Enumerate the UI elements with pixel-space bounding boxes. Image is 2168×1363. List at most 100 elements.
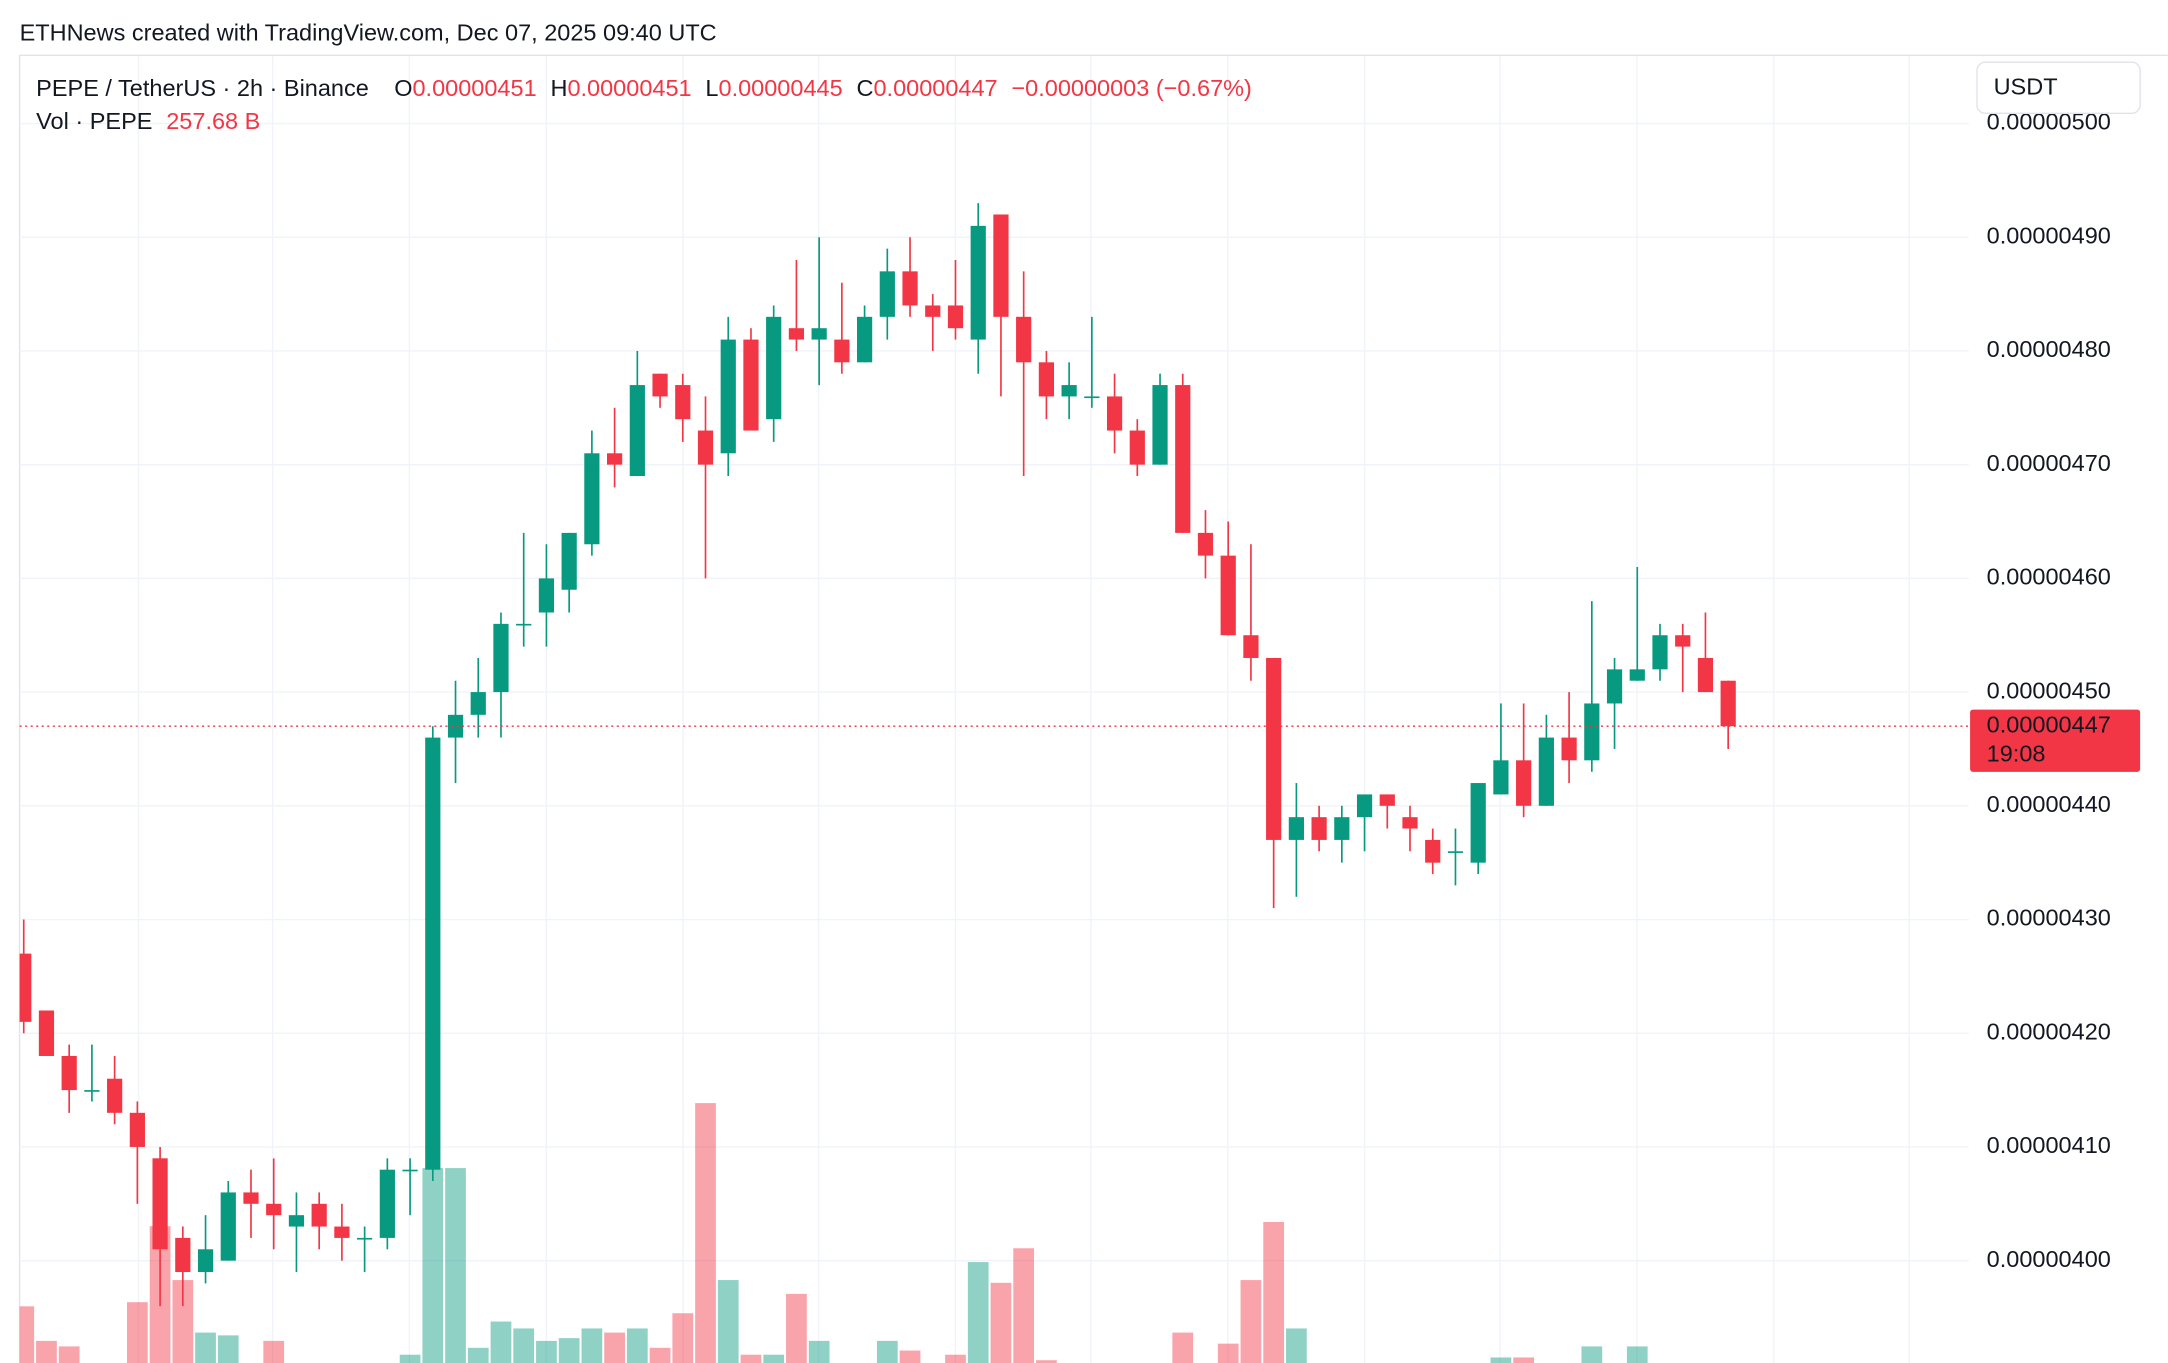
volume-bar [263,1340,285,1363]
candle-body [856,316,873,363]
candle-body [652,373,668,397]
volume-bar [1240,1280,1262,1363]
volume-bar [649,1347,671,1363]
candle-body [902,271,918,306]
candle-body [1470,783,1486,863]
volume-bar [967,1262,989,1363]
volume-bar [1513,1357,1535,1363]
ohlc-value: 0.00000447 [873,75,997,101]
volume-bar [217,1335,239,1363]
volume-bar [876,1340,898,1363]
candle-body [1016,316,1032,363]
volume-bar [1626,1346,1648,1363]
volume-bar [1036,1360,1057,1363]
candle-body [1493,760,1509,795]
candle-body [766,316,782,420]
volume-bar [1581,1346,1603,1363]
candle-body [1288,817,1304,840]
volume-bar [740,1354,762,1363]
volume-bar [626,1328,648,1363]
volume-bar [490,1321,512,1363]
candle-body [1061,385,1077,397]
change: −0.00000003 (−0.67%) [1011,75,1251,101]
candle-body [811,328,827,340]
volume-bar [1263,1222,1285,1363]
volume-bar [1490,1357,1512,1363]
y-tick-label: 0.00000470 [1987,450,2111,476]
currency-button[interactable] [1976,61,2141,115]
candle-body [311,1203,327,1227]
candle-body [1652,635,1668,670]
y-tick-label: 0.00000420 [1987,1018,2111,1044]
candle-body [538,578,555,613]
volume-last: 257.68 B [166,108,260,134]
volume-bar [945,1354,966,1363]
ohlc-key: L [705,75,718,101]
volume-bar [195,1332,216,1363]
candle-body [334,1226,350,1238]
volume-bar [36,1340,57,1363]
candle-body [788,328,805,340]
candle-body [220,1192,236,1261]
currency[interactable]: USDT [1994,74,2058,100]
candle-body [19,953,32,1022]
candle-body [129,1112,145,1147]
volume-bar [604,1332,625,1363]
candle-body [266,1203,282,1216]
candle-body [1334,817,1350,840]
candle-body [175,1237,191,1273]
volume-bar [1172,1332,1194,1363]
volume-bar [58,1346,80,1363]
candle-body [561,532,577,590]
volume-bar [581,1328,603,1363]
ohlc-value: 0.00000445 [719,75,843,101]
candle-body [1606,669,1623,704]
title: PEPE / TetherUS · 2h · Binance [36,75,369,101]
ohlc-value: 0.00000451 [567,75,691,101]
candle-body [1538,737,1554,806]
candle-body [402,1169,418,1172]
volume-bar [19,1306,35,1363]
candle-body [493,623,509,693]
candle-body [425,737,441,1170]
candle-body [879,271,895,317]
ohlc-value: 0.00000451 [412,75,536,101]
candle-body [947,305,964,329]
candle-body [834,339,850,363]
ohlc-key: C [856,75,873,101]
y-tick-label: 0.00000410 [1987,1132,2111,1158]
symbol-title: PEPE / TetherUS · 2h · Binance [36,75,369,101]
candle-body [1561,737,1577,761]
volume-bar [808,1340,830,1363]
candle-body [720,339,736,454]
candle-body [1243,635,1259,658]
volume-bar [558,1338,580,1363]
time-grid [18,54,2168,1363]
candle-body [197,1249,214,1273]
candle-body [470,692,486,715]
candle-body [1311,817,1327,840]
candle-body [61,1055,77,1091]
candle-body [743,339,759,431]
candle-body [925,305,941,317]
candle-body [1402,817,1418,829]
volume-bar [536,1340,557,1363]
candle-body [1356,794,1373,818]
candle-body [516,623,532,626]
candle-body [1266,657,1282,840]
last-price-tag [1970,709,2141,772]
candle-body [1175,385,1191,533]
candle-body [288,1215,305,1227]
volume-bar [1286,1328,1307,1363]
volume-bar [717,1280,739,1363]
volume-bar [126,1302,148,1363]
candle-body [584,453,600,545]
candle-body [1038,362,1055,397]
candle-body [1152,385,1168,465]
candle-body [675,385,691,420]
attribution: ETHNews created with TradingView.com, De… [20,20,717,46]
candle-body [1379,794,1395,806]
candle-body [1516,760,1532,806]
volume-name: Vol · PEPE [36,108,152,134]
